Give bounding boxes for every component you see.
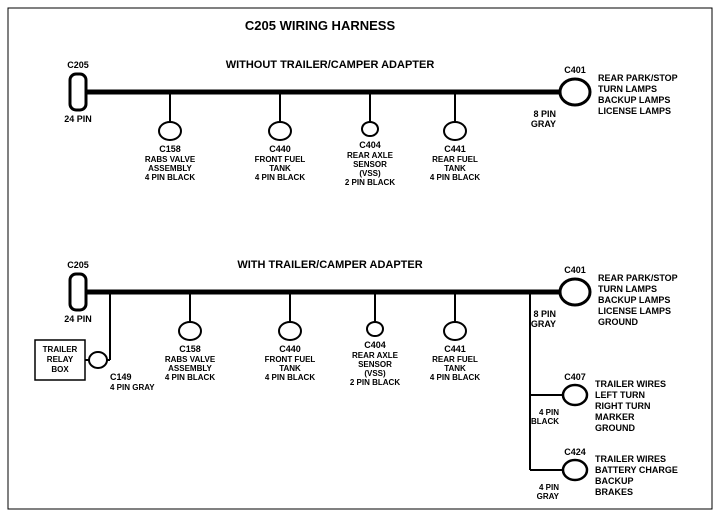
svg-text:C440: C440 — [279, 344, 301, 354]
svg-text:8 PIN: 8 PIN — [533, 109, 556, 119]
svg-text:TANK: TANK — [444, 364, 466, 373]
svg-text:MARKER: MARKER — [595, 412, 635, 422]
svg-text:RELAY: RELAY — [47, 355, 74, 364]
svg-text:4 PIN BLACK: 4 PIN BLACK — [145, 173, 195, 182]
svg-text:LICENSE LAMPS: LICENSE LAMPS — [598, 106, 671, 116]
svg-text:WITH TRAILER/CAMPER ADAPTER: WITH TRAILER/CAMPER ADAPTER — [237, 259, 422, 271]
svg-text:GROUND: GROUND — [595, 423, 635, 433]
svg-text:FRONT FUEL: FRONT FUEL — [255, 155, 306, 164]
svg-text:24 PIN: 24 PIN — [64, 114, 92, 124]
svg-text:TURN LAMPS: TURN LAMPS — [598, 84, 657, 94]
svg-text:24 PIN: 24 PIN — [64, 314, 92, 324]
svg-text:4 PIN BLACK: 4 PIN BLACK — [430, 373, 480, 382]
svg-text:BOX: BOX — [51, 365, 69, 374]
svg-text:TANK: TANK — [444, 164, 466, 173]
svg-text:GRAY: GRAY — [531, 119, 556, 129]
svg-text:GRAY: GRAY — [537, 492, 560, 501]
svg-text:C424: C424 — [564, 447, 586, 457]
svg-text:RABS VALVE: RABS VALVE — [145, 155, 196, 164]
svg-text:C401: C401 — [564, 65, 586, 75]
svg-text:REAR AXLE: REAR AXLE — [352, 351, 399, 360]
svg-text:REAR FUEL: REAR FUEL — [432, 355, 478, 364]
svg-text:SENSOR: SENSOR — [358, 360, 392, 369]
svg-text:4 PIN BLACK: 4 PIN BLACK — [255, 173, 305, 182]
svg-text:C149: C149 — [110, 372, 132, 382]
svg-text:TRAILER: TRAILER — [43, 345, 78, 354]
svg-text:BRAKES: BRAKES — [595, 487, 633, 497]
svg-text:REAR PARK/STOP: REAR PARK/STOP — [598, 273, 678, 283]
svg-text:TRAILER WIRES: TRAILER WIRES — [595, 379, 666, 389]
svg-text:BACKUP: BACKUP — [595, 476, 634, 486]
svg-text:C407: C407 — [564, 372, 586, 382]
svg-text:2 PIN BLACK: 2 PIN BLACK — [350, 378, 400, 387]
svg-text:GROUND: GROUND — [598, 317, 638, 327]
svg-text:C404: C404 — [364, 340, 386, 350]
svg-text:4 PIN: 4 PIN — [539, 483, 559, 492]
svg-text:GRAY: GRAY — [531, 319, 556, 329]
svg-text:C158: C158 — [179, 344, 201, 354]
svg-text:BACKUP LAMPS: BACKUP LAMPS — [598, 295, 670, 305]
svg-text:C205: C205 — [67, 260, 89, 270]
svg-text:WITHOUT TRAILER/CAMPER ADAPT: WITHOUT TRAILER/CAMPER ADAPTER — [226, 59, 435, 71]
svg-text:C404: C404 — [359, 140, 381, 150]
svg-text:C158: C158 — [159, 144, 181, 154]
svg-text:C441: C441 — [444, 344, 466, 354]
svg-text:C441: C441 — [444, 144, 466, 154]
svg-text:8 PIN: 8 PIN — [533, 309, 556, 319]
svg-text:2 PIN BLACK: 2 PIN BLACK — [345, 178, 395, 187]
svg-text:C440: C440 — [269, 144, 291, 154]
svg-text:(VSS): (VSS) — [359, 169, 381, 178]
svg-text:LEFT TURN: LEFT TURN — [595, 390, 645, 400]
svg-text:(VSS): (VSS) — [364, 369, 386, 378]
svg-text:REAR AXLE: REAR AXLE — [347, 151, 394, 160]
svg-text:SENSOR: SENSOR — [353, 160, 387, 169]
svg-text:C205: C205 — [67, 60, 89, 70]
svg-text:RIGHT TURN: RIGHT TURN — [595, 401, 651, 411]
svg-text:C401: C401 — [564, 265, 586, 275]
svg-text:4 PIN BLACK: 4 PIN BLACK — [165, 373, 215, 382]
svg-text:C205 WIRING HARNESS: C205 WIRING HARNESS — [245, 18, 396, 33]
svg-text:TANK: TANK — [279, 364, 301, 373]
svg-text:4 PIN: 4 PIN — [539, 408, 559, 417]
svg-text:ASSEMBLY: ASSEMBLY — [168, 364, 212, 373]
svg-text:RABS VALVE: RABS VALVE — [165, 355, 216, 364]
wiring-diagram: C205 WIRING HARNESS WITHOUT TRAILER/CAMPE… — [0, 0, 720, 517]
svg-text:4 PIN BLACK: 4 PIN BLACK — [430, 173, 480, 182]
svg-text:LICENSE LAMPS: LICENSE LAMPS — [598, 306, 671, 316]
svg-text:TANK: TANK — [269, 164, 291, 173]
svg-text:4 PIN GRAY: 4 PIN GRAY — [110, 383, 155, 392]
svg-text:TURN LAMPS: TURN LAMPS — [598, 284, 657, 294]
svg-text:BLACK: BLACK — [531, 417, 559, 426]
svg-text:REAR PARK/STOP: REAR PARK/STOP — [598, 73, 678, 83]
svg-text:4 PIN BLACK: 4 PIN BLACK — [265, 373, 315, 382]
svg-text:TRAILER WIRES: TRAILER WIRES — [595, 454, 666, 464]
svg-text:BATTERY CHARGE: BATTERY CHARGE — [595, 465, 678, 475]
svg-text:ASSEMBLY: ASSEMBLY — [148, 164, 192, 173]
svg-text:FRONT FUEL: FRONT FUEL — [265, 355, 316, 364]
svg-text:REAR FUEL: REAR FUEL — [432, 155, 478, 164]
svg-text:BACKUP LAMPS: BACKUP LAMPS — [598, 95, 670, 105]
